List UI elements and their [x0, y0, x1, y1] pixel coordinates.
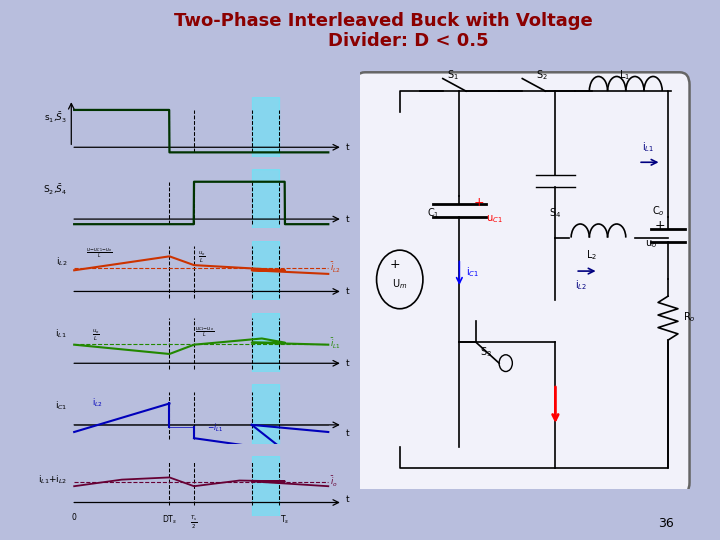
Text: $\bar{i}_{L2}$: $\bar{i}_{L2}$ — [330, 261, 341, 275]
Text: i$_{L2}$: i$_{L2}$ — [575, 278, 588, 292]
FancyBboxPatch shape — [355, 72, 690, 495]
Text: +: + — [654, 219, 665, 232]
Text: i$_{L1}$+i$_{L2}$: i$_{L1}$+i$_{L2}$ — [37, 474, 67, 487]
Text: i$_{C1}$: i$_{C1}$ — [466, 265, 480, 279]
Text: S$_3$: S$_3$ — [480, 345, 492, 359]
Text: s$_1$,$\bar{S}_3$: s$_1$,$\bar{S}_3$ — [44, 111, 67, 125]
Text: $\frac{u_{C1}{-}u_o}{L}$: $\frac{u_{C1}{-}u_o}{L}$ — [195, 326, 215, 339]
Text: L$_1$: L$_1$ — [619, 69, 631, 83]
Text: t: t — [346, 429, 349, 438]
Text: t: t — [346, 143, 349, 152]
Text: S$_2$: S$_2$ — [536, 69, 548, 83]
Text: Two-Phase Interleaved Buck with Voltage
        Divider: D < 0.5: Two-Phase Interleaved Buck with Voltage … — [174, 12, 593, 50]
Text: u$_o$: u$_o$ — [645, 238, 657, 250]
Text: $\bar{i}_{L1}$: $\bar{i}_{L1}$ — [330, 336, 341, 351]
Text: i$_{L2}$: i$_{L2}$ — [55, 255, 67, 268]
Text: R$_o$: R$_o$ — [683, 310, 696, 324]
Text: $-i_{L1}$: $-i_{L1}$ — [207, 422, 223, 434]
Text: $\frac{u_o}{L}$: $\frac{u_o}{L}$ — [198, 249, 206, 265]
Bar — [252, 456, 279, 516]
Bar — [252, 169, 279, 228]
Text: i$_{L2}$: i$_{L2}$ — [91, 397, 102, 409]
Text: L$_2$: L$_2$ — [586, 248, 598, 262]
Text: $\frac{u_o}{L}$: $\frac{u_o}{L}$ — [91, 327, 99, 343]
Text: i$_{C1}$: i$_{C1}$ — [55, 399, 67, 411]
Text: u$_{C1}$: u$_{C1}$ — [486, 213, 503, 225]
Text: +: + — [390, 258, 400, 271]
Text: C$_1$: C$_1$ — [427, 207, 439, 220]
Text: 36: 36 — [658, 517, 674, 530]
Text: $\frac{u_i{-}u_{C1}{-}u_o}{L}$: $\frac{u_i{-}u_{C1}{-}u_o}{L}$ — [86, 247, 112, 260]
Text: C$_o$: C$_o$ — [652, 205, 665, 218]
Text: T$_s$: T$_s$ — [280, 514, 289, 526]
Text: DT$_s$: DT$_s$ — [162, 514, 177, 526]
Text: S$_2$,$\bar{S}_4$: S$_2$,$\bar{S}_4$ — [42, 183, 67, 197]
Text: t: t — [346, 359, 349, 368]
Text: +: + — [474, 196, 485, 209]
Text: S$_1$: S$_1$ — [447, 69, 459, 83]
Text: 0: 0 — [72, 514, 76, 523]
Text: t: t — [346, 287, 349, 296]
Text: i$_{L1}$: i$_{L1}$ — [642, 140, 654, 153]
Text: i$_{L1}$: i$_{L1}$ — [55, 327, 67, 340]
Bar — [252, 384, 279, 444]
Text: t: t — [346, 495, 349, 504]
Bar — [252, 313, 279, 372]
Text: U$_m$: U$_m$ — [392, 276, 408, 291]
Text: $\frac{T_s}{2}$: $\frac{T_s}{2}$ — [190, 514, 198, 531]
Bar — [252, 241, 279, 300]
Text: S$_4$: S$_4$ — [549, 207, 562, 220]
Bar — [252, 97, 279, 157]
Text: t: t — [346, 214, 349, 224]
Text: $\bar{i}_o$: $\bar{i}_o$ — [330, 475, 338, 489]
